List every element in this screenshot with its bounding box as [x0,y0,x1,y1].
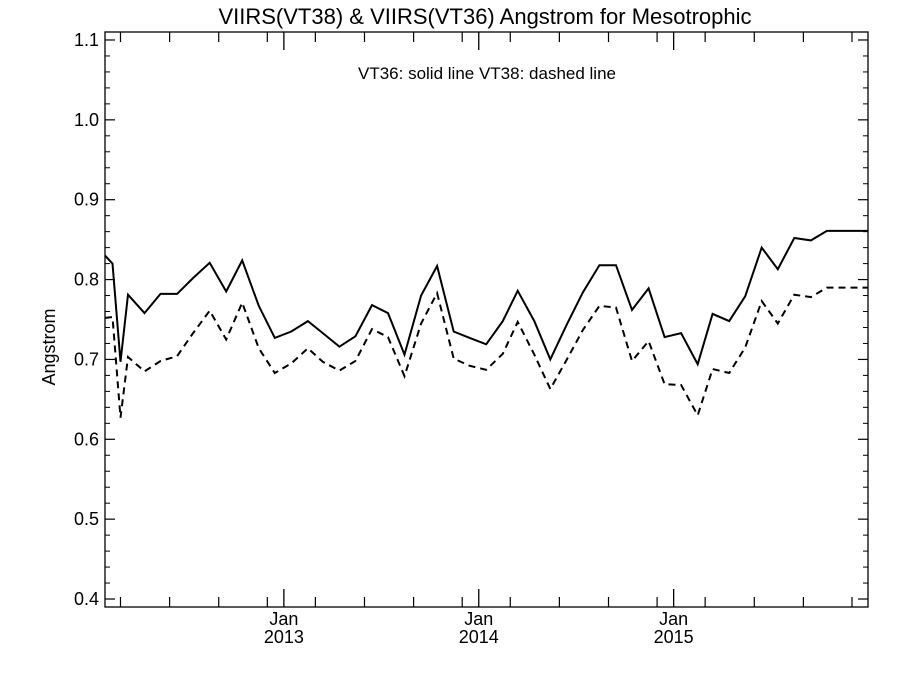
y-tick-label: 0.4 [74,589,99,609]
series-annotation: VT36: solid line VT38: dashed line [358,64,616,83]
plot-frame [104,31,869,608]
y-tick-label: 1.0 [74,110,99,130]
plot-axes [104,31,869,608]
x-tick-label-month: Jan [269,609,298,629]
x-tick-label-year: 2013 [264,627,304,647]
x-tick-label-year: 2015 [654,627,694,647]
series-line-vt38 [104,286,868,418]
x-tick-label-year: 2014 [459,627,499,647]
x-tick-label-month: Jan [659,609,688,629]
y-tick-label: 0.6 [74,429,99,449]
series-line-vt36 [104,229,868,367]
chart-title: VIIRS(VT38) & VIIRS(VT36) Angstrom for M… [218,4,751,29]
y-tick-label: 0.7 [74,349,99,369]
x-tick-label-month: Jan [464,609,493,629]
y-axis-label: Angstrom [39,308,59,385]
y-tick-label: 0.9 [74,190,99,210]
series-lines [104,229,868,418]
y-ticks: 0.4 0.5 0.6 0.7 0.8 0.9 1.0 1.1 [74,30,868,609]
y-tick-label: 1.1 [74,30,99,50]
y-tick-label: 0.8 [74,270,99,290]
y-tick-label: 0.5 [74,509,99,529]
